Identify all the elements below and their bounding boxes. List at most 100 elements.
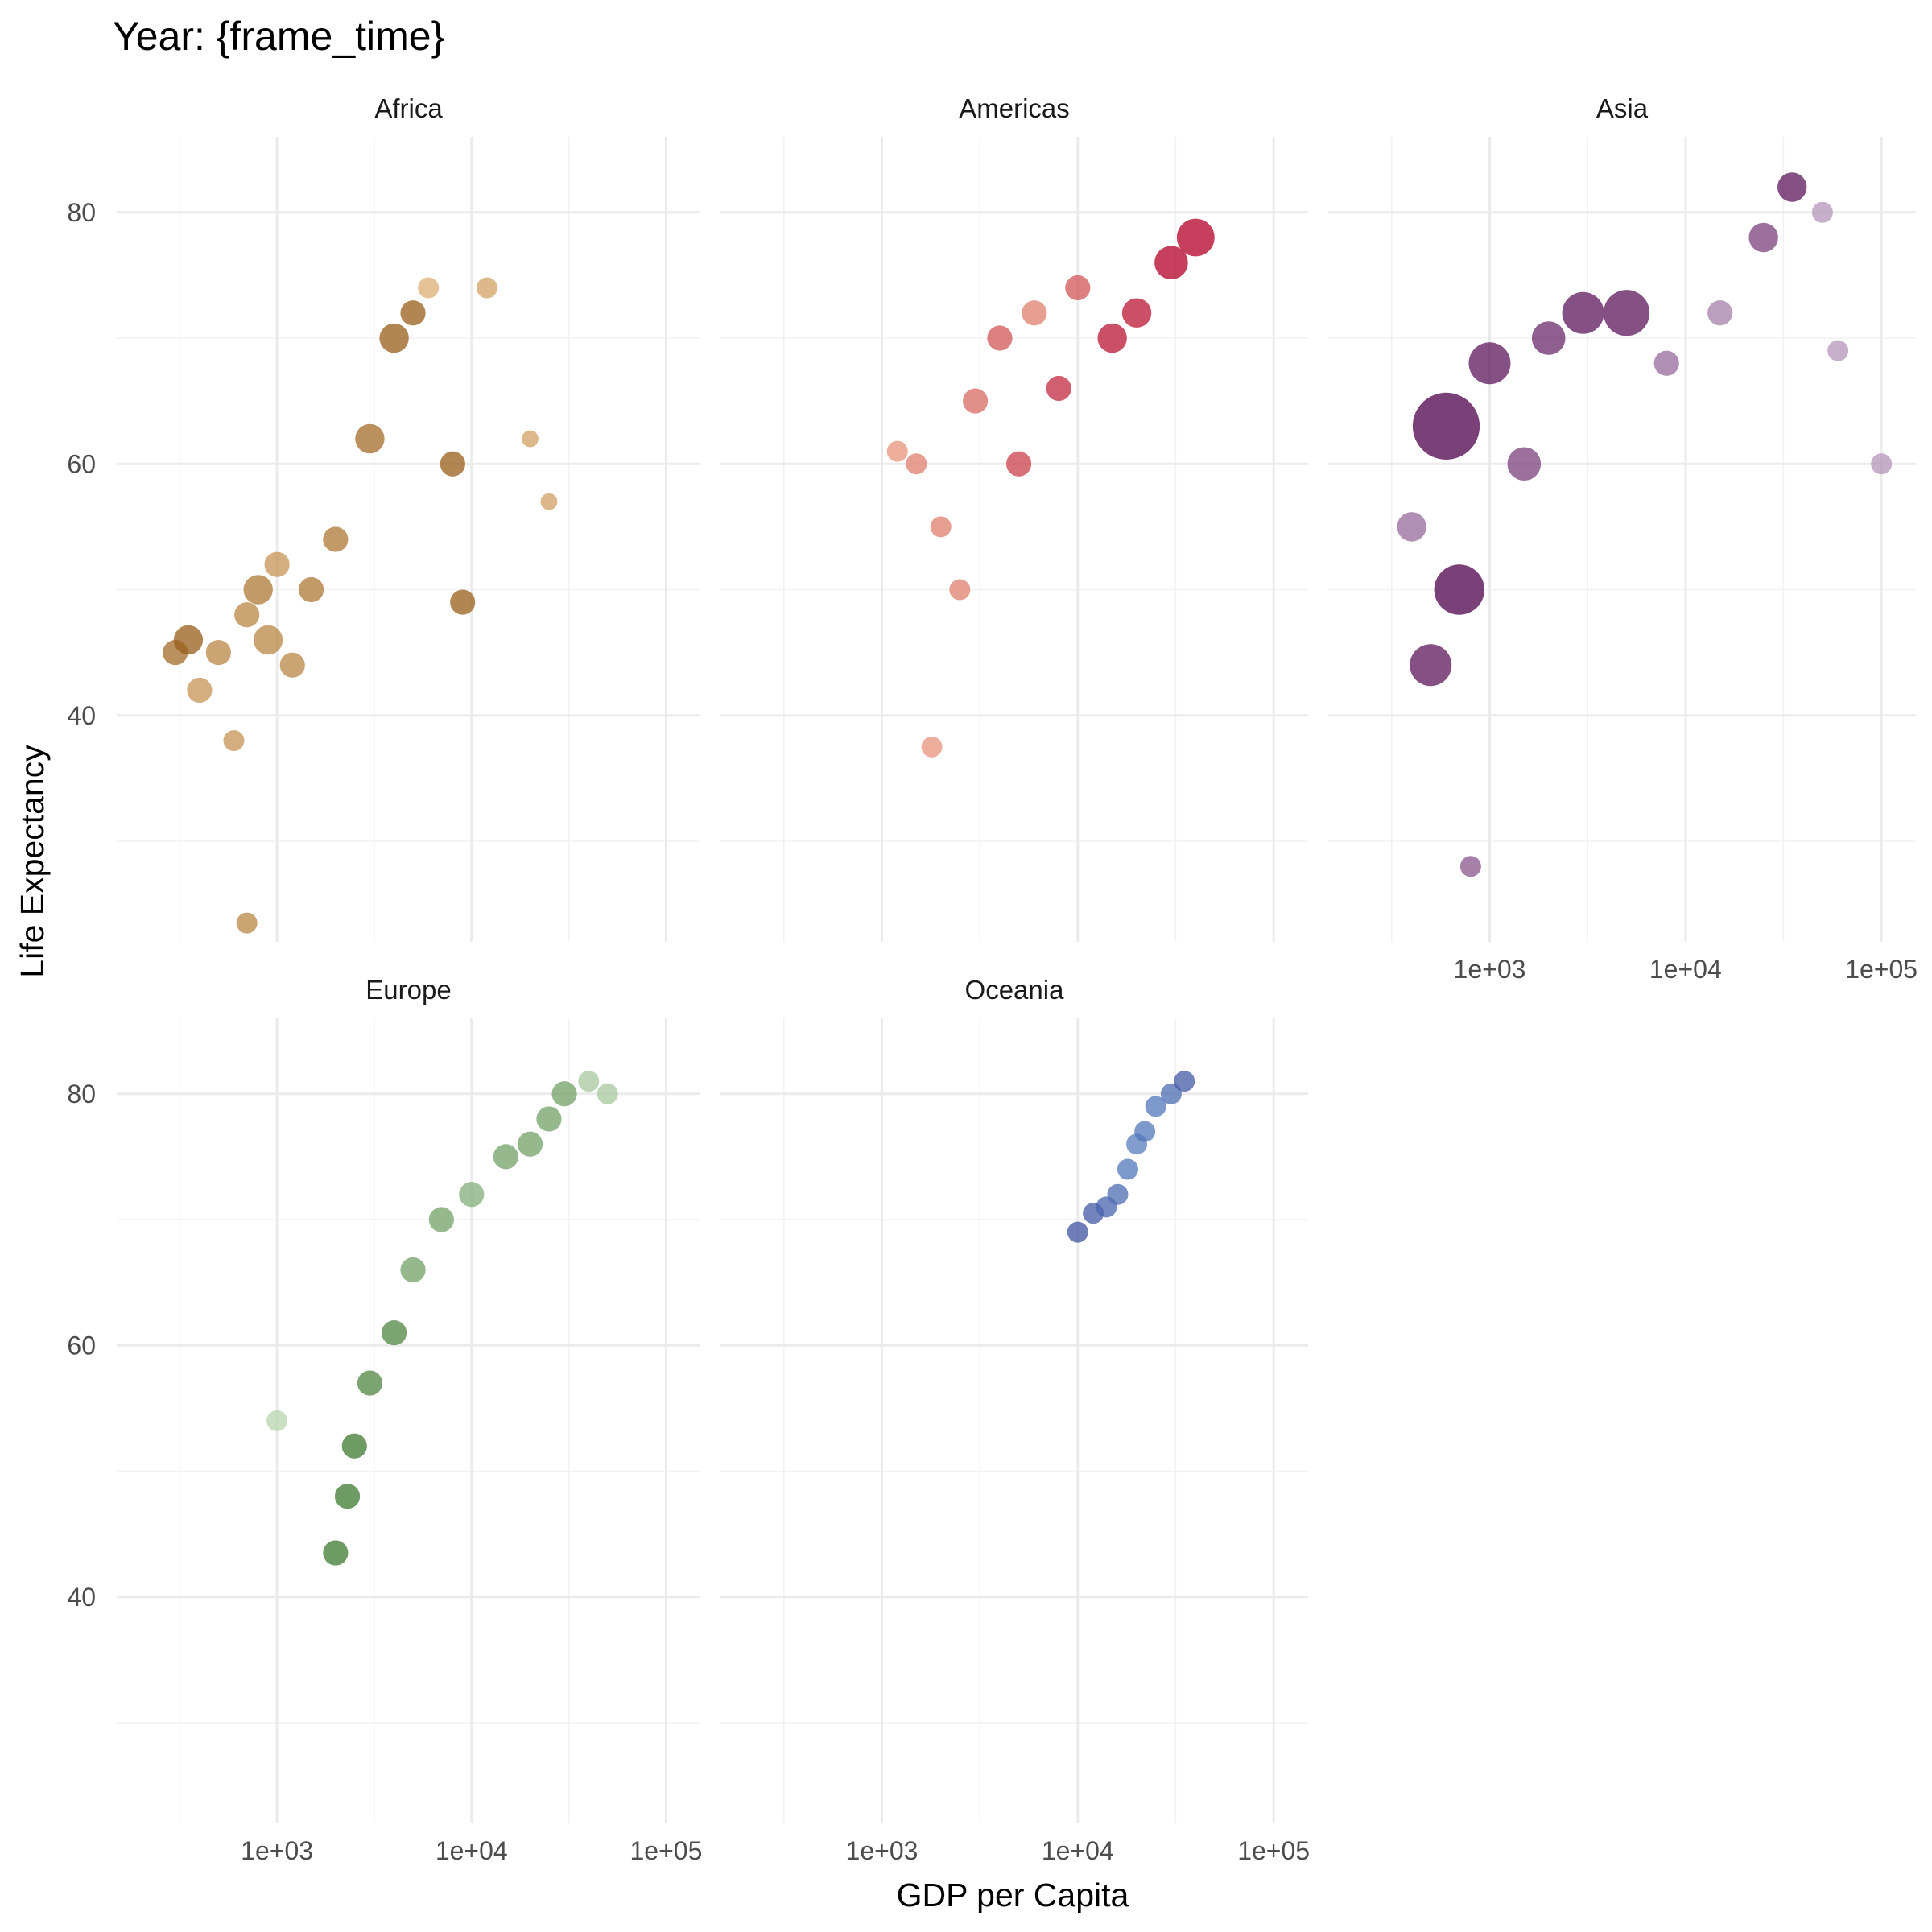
data-point [299, 576, 324, 603]
data-point [517, 1131, 543, 1157]
data-point [1871, 453, 1893, 475]
data-point [279, 652, 305, 678]
data-point [400, 300, 426, 326]
data-point [921, 736, 943, 758]
y-tick-label: 40 [67, 1583, 96, 1612]
x-tick-label: 1e+05 [630, 1836, 703, 1865]
y-tick-label: 80 [67, 198, 96, 227]
x-tick-label: 1e+05 [1845, 955, 1918, 984]
y-tick-label: 60 [67, 1331, 96, 1360]
data-point [987, 325, 1013, 351]
data-point [450, 589, 476, 615]
data-point [1067, 1221, 1088, 1243]
data-point [341, 1433, 367, 1459]
data-point [323, 1540, 349, 1566]
data-point [551, 1081, 577, 1107]
data-point [1117, 1158, 1138, 1180]
y-axis-title: Life Expectancy [14, 745, 51, 978]
data-point [1507, 447, 1542, 481]
data-point [1811, 201, 1833, 223]
data-point [264, 551, 290, 577]
x-tick-label: 1e+03 [1454, 955, 1526, 984]
data-point [1531, 321, 1566, 355]
facet-label: Europe [365, 975, 451, 1005]
facet-label: Africa [374, 93, 443, 123]
data-point [886, 440, 908, 462]
x-tick-label: 1e+03 [241, 1836, 313, 1865]
data-point [205, 640, 231, 666]
data-point [1174, 1071, 1195, 1092]
data-point [1160, 1083, 1182, 1104]
y-tick-label: 40 [67, 701, 96, 730]
data-point [1434, 564, 1484, 615]
data-point [355, 423, 385, 454]
data-point [236, 912, 258, 934]
data-point [428, 1207, 454, 1232]
x-tick-label: 1e+04 [1042, 1836, 1114, 1865]
data-point [1397, 512, 1426, 542]
data-point [1005, 451, 1032, 477]
data-point [1022, 300, 1047, 326]
data-point [334, 1484, 361, 1509]
data-point [323, 526, 349, 552]
data-point [493, 1144, 518, 1170]
x-tick-label: 1e+04 [436, 1836, 508, 1865]
facet-asia: Asia 1e+03 1e+04 1e+05 [1328, 93, 1918, 984]
data-point [1412, 392, 1480, 460]
facet-africa: Africa 40 60 80 [67, 93, 700, 942]
data-point [1176, 218, 1215, 257]
data-point [1097, 323, 1127, 353]
data-point [1777, 172, 1807, 202]
facet-label: Oceania [965, 975, 1065, 1005]
data-point [400, 1257, 426, 1283]
data-point [1707, 300, 1733, 326]
data-point [536, 1106, 562, 1132]
data-point [1468, 342, 1511, 385]
x-tick-label: 1e+05 [1237, 1836, 1310, 1865]
data-point [1653, 350, 1679, 376]
facet-europe: Europe 40 60 80 1e+03 1e+04 1e+05 [67, 975, 702, 1865]
data-point [522, 430, 539, 448]
data-point [1459, 856, 1481, 877]
data-point [187, 677, 213, 704]
data-point [476, 277, 497, 299]
data-point [379, 323, 409, 353]
data-point [243, 575, 273, 605]
data-point [1046, 375, 1071, 402]
data-point [930, 516, 952, 538]
x-axis-title: GDP per Capita [897, 1876, 1129, 1913]
data-point [1562, 291, 1604, 334]
data-point [1410, 644, 1452, 687]
data-point [1154, 246, 1188, 280]
data-point [440, 451, 465, 477]
data-point [1827, 340, 1849, 361]
data-point [962, 388, 989, 414]
facet-oceania: Oceania 1e+03 1e+04 1e+05 [720, 975, 1310, 1865]
data-point [949, 579, 971, 601]
chart-title: Year: {frame_time} [113, 14, 444, 59]
data-point [1065, 275, 1091, 301]
data-point [578, 1071, 600, 1092]
data-point [597, 1083, 618, 1104]
data-point [1748, 222, 1778, 253]
data-point [357, 1370, 383, 1396]
facet-label: Asia [1596, 93, 1649, 123]
y-tick-label: 60 [67, 449, 96, 478]
y-tick-label: 80 [67, 1080, 96, 1108]
data-point [173, 625, 204, 655]
data-point [1107, 1183, 1129, 1205]
data-point [234, 602, 260, 628]
data-point [1145, 1096, 1166, 1117]
data-point [418, 277, 440, 299]
data-point [382, 1320, 407, 1346]
data-point [253, 625, 283, 655]
data-point [266, 1410, 288, 1431]
x-tick-label: 1e+04 [1649, 955, 1722, 984]
data-point [1134, 1121, 1156, 1142]
x-tick-label: 1e+03 [846, 1836, 919, 1865]
data-point [906, 453, 927, 475]
data-point [1603, 290, 1650, 336]
data-point [1121, 298, 1152, 328]
